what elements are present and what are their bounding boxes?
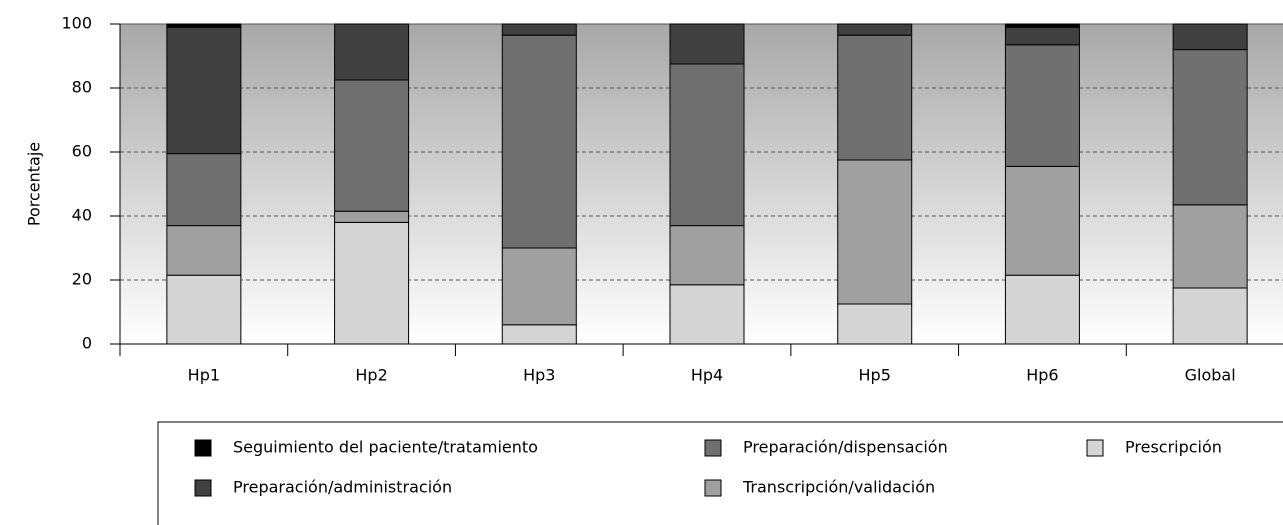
bar-segment (166, 225, 242, 276)
legend-label: Prescripción (1125, 438, 1222, 457)
bar-segment (837, 34, 913, 161)
x-tick-label: Hp5 (859, 366, 891, 385)
x-tick-label: Hp1 (188, 366, 220, 385)
bar-segment (166, 274, 242, 345)
bar-segment (166, 26, 242, 155)
legend-swatch (194, 479, 212, 497)
legend-label: Preparación/dispensación (743, 438, 948, 457)
bar-segment (334, 23, 410, 81)
legend-swatch (704, 479, 722, 497)
legend-swatch (704, 439, 722, 457)
y-tick-label: 100 (61, 14, 92, 33)
legend-label: Seguimiento del paciente/tratamiento (233, 438, 538, 457)
bar-segment (501, 23, 577, 36)
x-tick-label: Hp2 (355, 366, 387, 385)
bar-segment (1004, 44, 1080, 167)
y-tick-label: 0 (82, 334, 92, 353)
bar-segment (669, 23, 745, 65)
bar-segment (1172, 23, 1248, 51)
x-tick-label: Hp3 (523, 366, 555, 385)
y-tick-label: 80 (72, 78, 92, 97)
bar-segment (1004, 23, 1080, 28)
bar-segment (501, 34, 577, 249)
bar-segment (1004, 274, 1080, 345)
bar-segment (166, 23, 242, 28)
bar-segment (837, 159, 913, 305)
bar-segment (334, 210, 410, 223)
bar-segment (501, 324, 577, 345)
bar-segment (1172, 49, 1248, 206)
x-tick-label: Hp4 (691, 366, 723, 385)
x-tick-label: Hp6 (1026, 366, 1058, 385)
y-tick-label: 20 (72, 270, 92, 289)
bar-segment (1172, 287, 1248, 345)
legend-swatch (194, 439, 212, 457)
bar-segment (1172, 204, 1248, 289)
y-tick-label: 40 (72, 206, 92, 225)
bar-segment (501, 247, 577, 326)
bar-segment (334, 79, 410, 212)
legend-label: Preparación/administración (233, 478, 452, 497)
bar-segment (669, 284, 745, 345)
legend-box (157, 421, 1283, 525)
bar-segment (334, 221, 410, 345)
y-axis-label: Porcentaje (25, 142, 44, 226)
x-tick-label: Global (1185, 366, 1236, 385)
bar-segment (669, 225, 745, 286)
y-tick-label: 60 (72, 142, 92, 161)
bar-segment (1004, 165, 1080, 276)
bar-segment (837, 303, 913, 345)
bar-segment (166, 153, 242, 227)
legend-label: Transcripción/validación (742, 478, 935, 497)
bar-segment (669, 63, 745, 227)
bar-segment (1004, 26, 1080, 46)
bar-segment (837, 23, 913, 36)
legend-swatch (1086, 439, 1104, 457)
